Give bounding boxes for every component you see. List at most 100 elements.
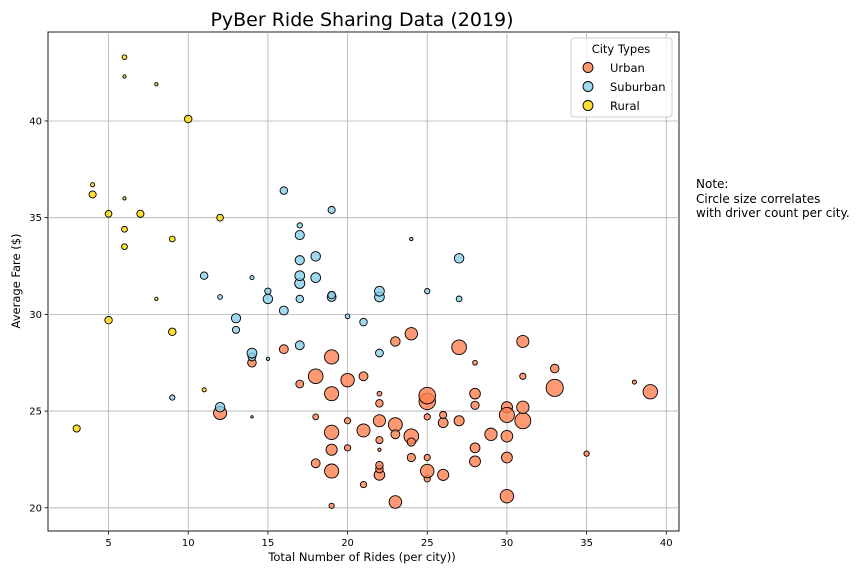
data-point [265,356,271,361]
data-point [325,443,338,456]
data-point [310,458,321,469]
data-point [453,253,465,264]
data-point [375,461,384,470]
data-point [359,317,368,327]
data-point [583,450,590,457]
axis-ticks: 5 10 15 20 25 30 35 40 20 25 30 35 40 [29,116,672,549]
data-point [122,196,127,201]
data-point [451,339,467,356]
data-point [294,270,306,282]
data-point [374,285,385,297]
data-point [154,82,159,87]
data-point [470,400,480,410]
data-point [278,305,289,316]
x-tick-label: 10 [182,538,195,549]
data-point [72,424,81,433]
plot-area [47,31,680,532]
data-point [327,290,336,300]
data-point [498,406,515,423]
data-point [121,225,128,233]
x-tick-label: 5 [105,538,111,549]
series-urban [213,327,658,509]
legend-marker [582,62,594,73]
data-point [469,455,481,468]
data-point [375,348,384,358]
data-point [375,399,384,408]
data-point [310,251,321,262]
data-point [184,114,193,124]
data-point [104,315,113,325]
data-point [324,424,340,440]
data-point [420,463,435,479]
data-point [484,427,498,441]
y-axis-label: Average Fare ($) [9,234,23,329]
data-point [324,386,340,402]
data-point [232,325,241,334]
data-point [418,386,437,405]
legend-marker [582,100,594,111]
data-point [499,489,515,504]
data-point [356,423,371,438]
x-tick-label: 25 [421,538,434,549]
data-point [250,415,254,419]
legend: City Types Urban Suburban Rural [570,37,673,118]
data-point [437,468,450,481]
chart-note: Note: Circle size correlates with driver… [696,177,850,220]
data-point [324,463,340,479]
legend-marker [582,81,594,92]
data-point [519,372,527,380]
data-point [514,412,532,430]
data-point [217,294,223,300]
data-point [469,442,481,454]
data-point [168,235,176,243]
data-point [201,387,207,393]
data-point [154,296,159,302]
data-point [500,429,514,443]
data-point [294,340,305,351]
data-point [406,437,416,447]
x-tick-label: 15 [262,538,275,549]
data-point [295,294,304,304]
data-point [455,295,463,303]
data-point [294,255,305,266]
data-point [404,327,418,341]
data-point [262,293,274,305]
data-point [168,327,177,336]
y-tick-label: 20 [29,503,42,514]
data-point [249,275,255,281]
y-tick-label: 40 [29,116,42,127]
data-point [295,379,305,389]
data-point [375,436,384,445]
data-point [278,344,289,355]
data-point [376,390,383,397]
chart-title: PyBer Ride Sharing Data (2019) [210,9,513,31]
data-point [501,451,513,464]
data-point [214,402,226,413]
x-tick-label: 30 [501,538,514,549]
data-point [372,414,386,428]
data-point [388,495,403,509]
data-point [390,336,401,347]
data-point [453,415,465,427]
data-point [343,444,352,452]
data-point [549,363,560,374]
data-point [230,313,242,324]
data-point [121,54,128,60]
legend-title: City Types [592,42,651,56]
data-point [294,230,305,241]
y-tick-label: 35 [29,213,42,224]
data-point [199,271,209,280]
y-tick-label: 30 [29,310,42,321]
data-point [246,347,258,359]
series-rural [72,54,224,433]
legend-label: Suburban [610,80,666,94]
data-point [296,222,303,229]
data-point [340,372,355,388]
data-point [437,417,449,429]
data-point [343,417,352,425]
data-point [121,243,128,251]
data-point [344,313,351,320]
data-point [423,413,431,421]
x-axis-label: Total Number of Rides (per city)) [267,550,455,564]
